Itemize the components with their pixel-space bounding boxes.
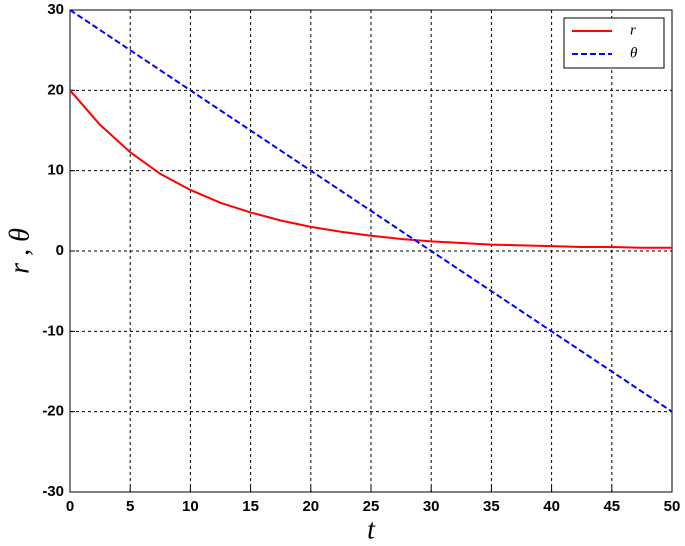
- y-tick-label: -30: [42, 483, 64, 500]
- x-tick-label: 25: [363, 498, 380, 515]
- x-tick-label: 20: [302, 498, 319, 515]
- x-tick-label: 5: [126, 498, 134, 515]
- x-tick-label: 35: [483, 498, 500, 515]
- y-tick-label: 0: [56, 242, 64, 259]
- legend-label: r: [630, 22, 636, 38]
- x-tick-label: 15: [242, 498, 259, 515]
- series-line: [69, 89, 672, 249]
- y-tick-label: -10: [42, 322, 64, 339]
- x-tick-label: 40: [543, 498, 560, 515]
- y-tick-label: -20: [42, 403, 64, 420]
- series-line: [69, 9, 673, 413]
- plot-border: [69, 9, 673, 493]
- legend-box: [563, 17, 665, 69]
- x-tick-label: 30: [423, 498, 440, 515]
- x-axis-label: t: [367, 514, 376, 545]
- x-tick-label: 50: [664, 498, 681, 515]
- y-axis-label: r , θ: [4, 228, 35, 274]
- y-tick-label: 10: [47, 162, 64, 179]
- x-tick-label: 0: [66, 498, 74, 515]
- y-tick-label: 30: [47, 1, 64, 18]
- x-tick-label: 10: [182, 498, 199, 515]
- y-tick-label: 20: [47, 81, 64, 98]
- x-tick-label: 45: [603, 498, 620, 515]
- legend-label: θ: [630, 45, 638, 61]
